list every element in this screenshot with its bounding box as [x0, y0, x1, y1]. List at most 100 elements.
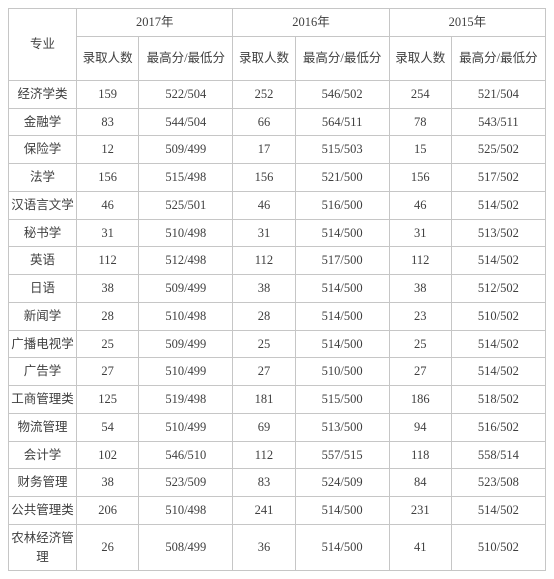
header-score-2017: 最高分/最低分 [139, 36, 233, 80]
score-2017-cell: 519/498 [139, 386, 233, 414]
header-count-2016: 录取人数 [233, 36, 295, 80]
score-2016-cell: 514/500 [295, 330, 389, 358]
count-2016-cell: 27 [233, 358, 295, 386]
major-cell: 英语 [9, 247, 77, 275]
score-2015-cell: 543/511 [451, 108, 545, 136]
major-cell: 金融学 [9, 108, 77, 136]
count-2015-cell: 38 [389, 275, 451, 303]
major-cell: 秘书学 [9, 219, 77, 247]
count-2015-cell: 41 [389, 524, 451, 571]
count-2015-cell: 254 [389, 80, 451, 108]
score-2015-cell: 516/502 [451, 413, 545, 441]
table-row: 经济学类159522/504252546/502254521/504 [9, 80, 546, 108]
score-2015-cell: 517/502 [451, 164, 545, 192]
admissions-table: 专业 2017年 2016年 2015年 录取人数 最高分/最低分 录取人数 最… [8, 8, 546, 571]
count-2015-cell: 84 [389, 469, 451, 497]
count-2017-cell: 46 [77, 191, 139, 219]
major-cell: 保险学 [9, 136, 77, 164]
count-2016-cell: 112 [233, 247, 295, 275]
header-count-2017: 录取人数 [77, 36, 139, 80]
major-cell: 财务管理 [9, 469, 77, 497]
count-2016-cell: 28 [233, 302, 295, 330]
header-score-2015: 最高分/最低分 [451, 36, 545, 80]
table-row: 金融学83544/50466564/51178543/511 [9, 108, 546, 136]
count-2016-cell: 156 [233, 164, 295, 192]
score-2015-cell: 513/502 [451, 219, 545, 247]
score-2016-cell: 514/500 [295, 275, 389, 303]
score-2016-cell: 515/503 [295, 136, 389, 164]
major-cell: 公共管理类 [9, 497, 77, 525]
table-row: 法学156515/498156521/500156517/502 [9, 164, 546, 192]
score-2016-cell: 510/500 [295, 358, 389, 386]
table-row: 广播电视学25509/49925514/50025514/502 [9, 330, 546, 358]
header-row-years: 专业 2017年 2016年 2015年 [9, 9, 546, 37]
score-2017-cell: 544/504 [139, 108, 233, 136]
score-2016-cell: 514/500 [295, 524, 389, 571]
count-2016-cell: 36 [233, 524, 295, 571]
score-2016-cell: 516/500 [295, 191, 389, 219]
score-2015-cell: 523/508 [451, 469, 545, 497]
count-2017-cell: 25 [77, 330, 139, 358]
score-2016-cell: 564/511 [295, 108, 389, 136]
count-2016-cell: 25 [233, 330, 295, 358]
count-2015-cell: 118 [389, 441, 451, 469]
major-cell: 日语 [9, 275, 77, 303]
count-2016-cell: 252 [233, 80, 295, 108]
count-2016-cell: 83 [233, 469, 295, 497]
count-2016-cell: 31 [233, 219, 295, 247]
count-2015-cell: 231 [389, 497, 451, 525]
major-cell: 新闻学 [9, 302, 77, 330]
header-score-2016: 最高分/最低分 [295, 36, 389, 80]
score-2015-cell: 514/502 [451, 247, 545, 275]
score-2015-cell: 514/502 [451, 497, 545, 525]
count-2017-cell: 125 [77, 386, 139, 414]
header-year-2016: 2016年 [233, 9, 389, 37]
table-row: 新闻学28510/49828514/50023510/502 [9, 302, 546, 330]
table-row: 日语38509/49938514/50038512/502 [9, 275, 546, 303]
score-2016-cell: 546/502 [295, 80, 389, 108]
score-2015-cell: 510/502 [451, 524, 545, 571]
score-2017-cell: 510/499 [139, 358, 233, 386]
count-2017-cell: 38 [77, 469, 139, 497]
count-2017-cell: 38 [77, 275, 139, 303]
score-2016-cell: 521/500 [295, 164, 389, 192]
score-2015-cell: 514/502 [451, 358, 545, 386]
count-2016-cell: 66 [233, 108, 295, 136]
score-2016-cell: 524/509 [295, 469, 389, 497]
score-2017-cell: 509/499 [139, 275, 233, 303]
count-2015-cell: 15 [389, 136, 451, 164]
count-2015-cell: 31 [389, 219, 451, 247]
count-2017-cell: 206 [77, 497, 139, 525]
count-2015-cell: 186 [389, 386, 451, 414]
count-2017-cell: 83 [77, 108, 139, 136]
count-2015-cell: 94 [389, 413, 451, 441]
major-cell: 工商管理类 [9, 386, 77, 414]
table-row: 保险学12509/49917515/50315525/502 [9, 136, 546, 164]
score-2017-cell: 522/504 [139, 80, 233, 108]
table-row: 广告学27510/49927510/50027514/502 [9, 358, 546, 386]
score-2017-cell: 525/501 [139, 191, 233, 219]
count-2017-cell: 28 [77, 302, 139, 330]
table-row: 公共管理类206510/498241514/500231514/502 [9, 497, 546, 525]
count-2016-cell: 241 [233, 497, 295, 525]
score-2016-cell: 515/500 [295, 386, 389, 414]
major-cell: 广告学 [9, 358, 77, 386]
count-2017-cell: 12 [77, 136, 139, 164]
count-2016-cell: 17 [233, 136, 295, 164]
score-2015-cell: 514/502 [451, 330, 545, 358]
score-2015-cell: 514/502 [451, 191, 545, 219]
count-2015-cell: 156 [389, 164, 451, 192]
count-2016-cell: 112 [233, 441, 295, 469]
header-major: 专业 [9, 9, 77, 81]
score-2015-cell: 525/502 [451, 136, 545, 164]
count-2015-cell: 78 [389, 108, 451, 136]
count-2016-cell: 69 [233, 413, 295, 441]
header-count-2015: 录取人数 [389, 36, 451, 80]
score-2017-cell: 523/509 [139, 469, 233, 497]
count-2015-cell: 23 [389, 302, 451, 330]
score-2015-cell: 521/504 [451, 80, 545, 108]
score-2017-cell: 509/499 [139, 330, 233, 358]
count-2016-cell: 46 [233, 191, 295, 219]
major-cell: 汉语言文学 [9, 191, 77, 219]
major-cell: 物流管理 [9, 413, 77, 441]
